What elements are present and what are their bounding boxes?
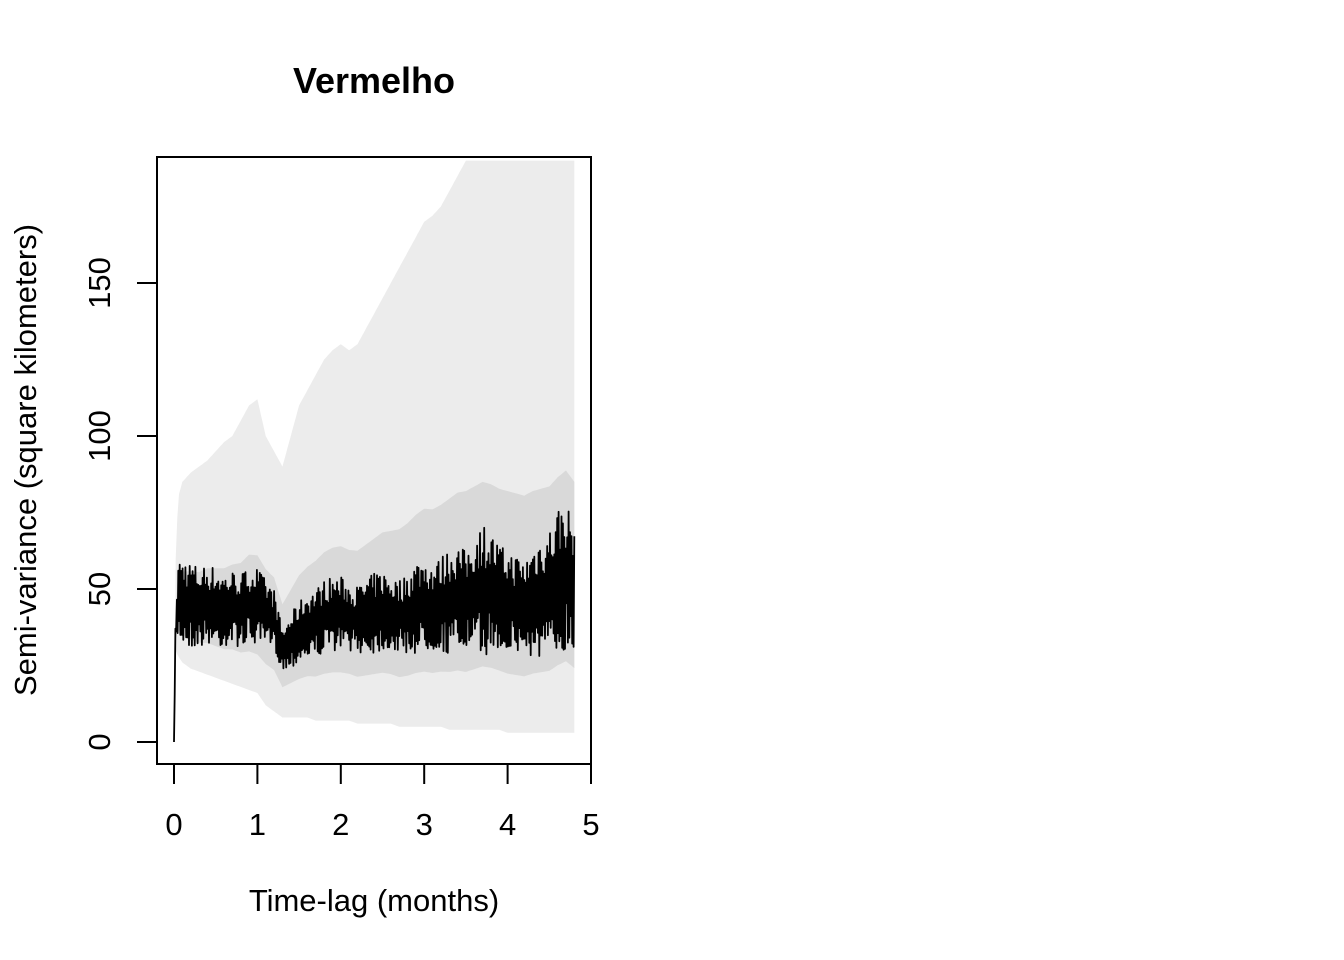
x-tick-label: 0 bbox=[165, 807, 182, 842]
y-axis-label: Semi-variance (square kilometers) bbox=[8, 224, 43, 696]
semivariance-line bbox=[173, 510, 576, 743]
y-tick-label: 50 bbox=[82, 572, 117, 606]
y-tick-label: 150 bbox=[82, 257, 117, 309]
y-tick-label: 100 bbox=[82, 410, 117, 462]
x-tick-label: 3 bbox=[416, 807, 433, 842]
y-axis: 0 50 100 150 bbox=[82, 257, 158, 751]
semivariance-series-line bbox=[173, 510, 576, 743]
x-tick-label: 2 bbox=[332, 807, 349, 842]
x-tick-label: 1 bbox=[249, 807, 266, 842]
x-tick-label: 4 bbox=[499, 807, 516, 842]
x-axis-label: Time-lag (months) bbox=[249, 883, 499, 918]
chart-title: Vermelho bbox=[293, 60, 455, 101]
x-axis: 0 1 2 3 4 5 bbox=[165, 763, 600, 842]
x-tick-label: 5 bbox=[582, 807, 599, 842]
y-tick-label: 0 bbox=[82, 733, 117, 750]
